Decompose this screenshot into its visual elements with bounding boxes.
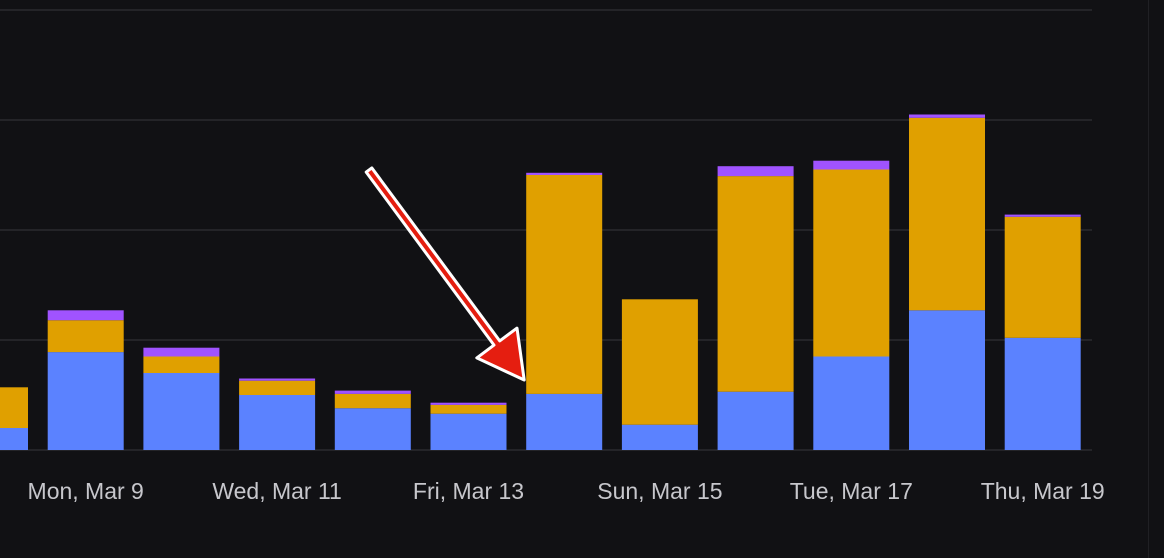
x-tick-label-1: Wed, Mar 11	[212, 478, 342, 504]
red-arrow-icon	[364, 166, 526, 382]
bar-segment-blue-1	[47, 352, 124, 450]
bar-segment-purple-3	[239, 378, 316, 381]
bar-segment-blue-11	[1004, 337, 1081, 450]
x-tick-label-0: Mon, Mar 9	[28, 478, 144, 504]
bar-segment-blue-6	[526, 393, 603, 450]
bar-segment-blue-2	[143, 373, 220, 450]
bar-segment-blue-8	[717, 391, 794, 450]
bar-segment-purple-9	[813, 160, 890, 170]
bar-segment-orange-1	[47, 320, 124, 353]
bar-segment-purple-4	[334, 390, 411, 394]
bar-segment-purple-10	[909, 114, 985, 118]
bar-segment-orange-6	[526, 175, 603, 394]
x-tick-label-2: Fri, Mar 13	[413, 478, 524, 504]
bar-segment-blue-4	[334, 408, 411, 450]
x-tick-label-5: Thu, Mar 19	[981, 478, 1105, 504]
bar-segment-blue-5	[430, 413, 507, 450]
bar-segment-blue-0	[0, 428, 28, 450]
bar-segment-purple-5	[430, 402, 507, 405]
annotation-arrow	[364, 166, 526, 382]
bar-segment-orange-2	[143, 356, 220, 373]
bar-segment-orange-11	[1004, 216, 1081, 338]
x-tick-label-4: Tue, Mar 17	[790, 478, 913, 504]
bar-segment-purple-1	[47, 310, 124, 321]
bar-segment-orange-3	[239, 380, 316, 395]
bar-segment-orange-5	[430, 404, 507, 414]
bar-segment-purple-2	[143, 347, 220, 357]
bar-segment-orange-8	[717, 176, 794, 392]
bar-segment-orange-10	[909, 117, 985, 311]
bar-segment-blue-3	[239, 395, 316, 450]
bar-segment-purple-8	[717, 166, 794, 177]
bars	[0, 114, 1081, 450]
x-axis-tick-labels: Mon, Mar 9 Wed, Mar 11 Fri, Mar 13 Sun, Mar…	[28, 478, 1105, 504]
bar-segment-blue-10	[909, 310, 985, 450]
bar-segment-purple-6	[526, 172, 603, 175]
plot-right-border	[1148, 0, 1149, 558]
bar-segment-purple-11	[1004, 214, 1081, 217]
bar-segment-orange-4	[334, 393, 411, 409]
bar-segment-orange-9	[813, 169, 890, 357]
bar-segment-blue-9	[813, 356, 890, 450]
bar-segment-orange-7	[621, 299, 698, 425]
bar-segment-blue-7	[621, 424, 698, 450]
bar-segment-orange-0	[0, 387, 28, 428]
x-tick-label-3: Sun, Mar 15	[597, 478, 722, 504]
